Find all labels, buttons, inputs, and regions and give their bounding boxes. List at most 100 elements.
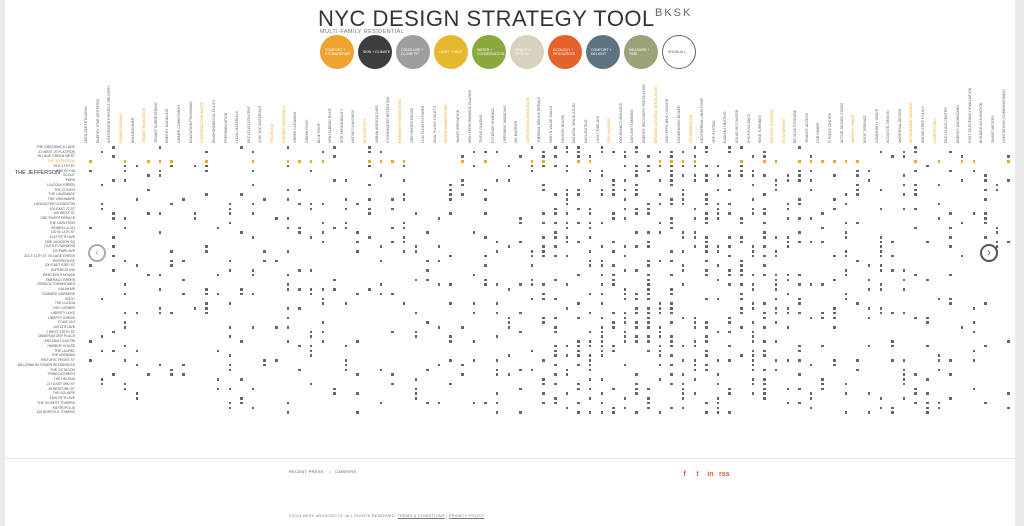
strategy-dot[interactable] (914, 188, 917, 192)
strategy-dot[interactable] (856, 169, 859, 173)
strategy-dot[interactable] (298, 288, 301, 291)
building-row-label[interactable]: ONE JACKSON SQ (44, 239, 75, 244)
building-row-label[interactable]: THE CARLTONS (49, 220, 75, 225)
strategy-dot[interactable] (600, 316, 603, 320)
strategy-dot[interactable] (588, 330, 592, 334)
strategy-dot[interactable] (763, 245, 766, 248)
strategy-dot[interactable] (821, 344, 824, 348)
strategy-dot[interactable] (600, 146, 603, 149)
strategy-dot[interactable] (472, 340, 476, 343)
strategy-dot[interactable] (588, 411, 592, 414)
strategy-dot[interactable] (158, 169, 162, 173)
strategy-dot[interactable] (647, 288, 650, 291)
strategy-dot[interactable] (844, 411, 848, 414)
strategy-dot[interactable] (879, 269, 882, 272)
strategy-dot[interactable] (414, 387, 417, 391)
building-row-label[interactable]: VIA 57 (65, 296, 75, 301)
strategy-dot[interactable] (414, 397, 417, 400)
strategy-column-header[interactable]: TRIPLE GLAZING (479, 114, 484, 143)
strategy-dot[interactable] (786, 179, 789, 182)
building-row-label[interactable]: PARK (66, 178, 75, 183)
strategy-dot[interactable] (856, 160, 859, 163)
strategy-dot[interactable] (402, 160, 406, 163)
strategy-dot[interactable] (995, 245, 999, 248)
strategy-dot[interactable] (123, 387, 127, 391)
strategy-dot[interactable] (774, 250, 778, 253)
strategy-dot[interactable] (809, 155, 813, 158)
strategy-dot[interactable] (763, 160, 766, 163)
strategy-column-header[interactable]: DUAL FLUSH TOILETS (432, 105, 437, 143)
strategy-dot[interactable] (763, 254, 766, 258)
strategy-dot[interactable] (612, 311, 615, 315)
strategy-dot[interactable] (716, 250, 720, 253)
strategy-dot[interactable] (554, 231, 557, 234)
strategy-dot[interactable] (833, 359, 836, 362)
strategy-dot[interactable] (240, 193, 243, 196)
strategy-dot[interactable] (902, 288, 906, 291)
strategy-dot[interactable] (949, 397, 952, 400)
strategy-dot[interactable] (949, 245, 952, 248)
strategy-dot[interactable] (763, 311, 766, 315)
strategy-dot[interactable] (786, 311, 789, 315)
strategy-dot[interactable] (507, 288, 510, 291)
strategy-dot[interactable] (554, 326, 557, 329)
strategy-dot[interactable] (542, 150, 545, 154)
strategy-column-header[interactable]: ACTIVE DESIGN STAIRS (839, 102, 844, 143)
strategy-dot[interactable] (309, 236, 313, 239)
strategy-dot[interactable] (391, 330, 394, 334)
strategy-dot[interactable] (786, 401, 789, 405)
strategy-dot[interactable] (495, 240, 499, 244)
strategy-dot[interactable] (1007, 179, 1010, 182)
strategy-dot[interactable] (960, 221, 964, 225)
strategy-dot[interactable] (937, 183, 941, 187)
strategy-dot[interactable] (240, 288, 243, 291)
strategy-dot[interactable] (821, 240, 824, 244)
category-filter-show-all[interactable]: SHOW ALL (662, 35, 696, 69)
strategy-dot[interactable] (670, 169, 673, 173)
strategy-dot[interactable] (635, 245, 638, 248)
strategy-dot[interactable] (600, 401, 603, 405)
strategy-dot[interactable] (844, 250, 848, 253)
strategy-dot[interactable] (123, 326, 127, 329)
strategy-dot[interactable] (751, 302, 755, 305)
strategy-dot[interactable] (158, 146, 162, 149)
strategy-dot[interactable] (635, 169, 638, 173)
strategy-dot[interactable] (670, 406, 673, 410)
strategy-dot[interactable] (856, 302, 859, 305)
strategy-dot[interactable] (798, 311, 801, 315)
strategy-dot[interactable] (554, 221, 557, 225)
strategy-dot[interactable] (891, 254, 894, 258)
building-row-label[interactable]: 21 WEST 20 FLATIRON (38, 149, 75, 154)
strategy-dot[interactable] (984, 217, 987, 220)
strategy-column-header[interactable]: ROOF TERRACE (862, 115, 867, 143)
strategy-dot[interactable] (577, 382, 580, 386)
strategy-dot[interactable] (902, 311, 906, 315)
strategy-dot[interactable] (472, 273, 476, 277)
strategy-dot[interactable] (867, 169, 871, 173)
strategy-dot[interactable] (554, 401, 557, 405)
strategy-dot[interactable] (461, 179, 464, 182)
strategy-dot[interactable] (821, 212, 824, 215)
strategy-dot[interactable] (554, 373, 557, 376)
strategy-dot[interactable] (774, 321, 778, 324)
strategy-dot[interactable] (902, 378, 906, 381)
strategy-dot[interactable] (740, 236, 743, 239)
strategy-dot[interactable] (984, 302, 987, 305)
strategy-dot[interactable] (333, 226, 336, 230)
strategy-dot[interactable] (902, 382, 906, 386)
building-row-label[interactable]: THE SOLAIRE (52, 391, 75, 396)
strategy-dot[interactable] (960, 155, 964, 158)
strategy-dot[interactable] (309, 292, 313, 296)
strategy-dot[interactable] (600, 330, 603, 334)
category-filter-concluse-close-fit[interactable]: CONCLUSE + CLOSE FIT (396, 35, 430, 69)
strategy-dot[interactable] (844, 193, 848, 196)
strategy-dot[interactable] (902, 269, 906, 272)
strategy-column-header[interactable]: ACOUSTIC DESIGN (886, 110, 891, 143)
strategy-dot[interactable] (588, 363, 592, 367)
strategy-dot[interactable] (670, 198, 673, 201)
strategy-dot[interactable] (426, 259, 429, 263)
strategy-dot[interactable] (926, 344, 929, 348)
strategy-dot[interactable] (519, 240, 522, 244)
strategy-dot[interactable] (798, 240, 801, 244)
strategy-dot[interactable] (693, 179, 696, 182)
